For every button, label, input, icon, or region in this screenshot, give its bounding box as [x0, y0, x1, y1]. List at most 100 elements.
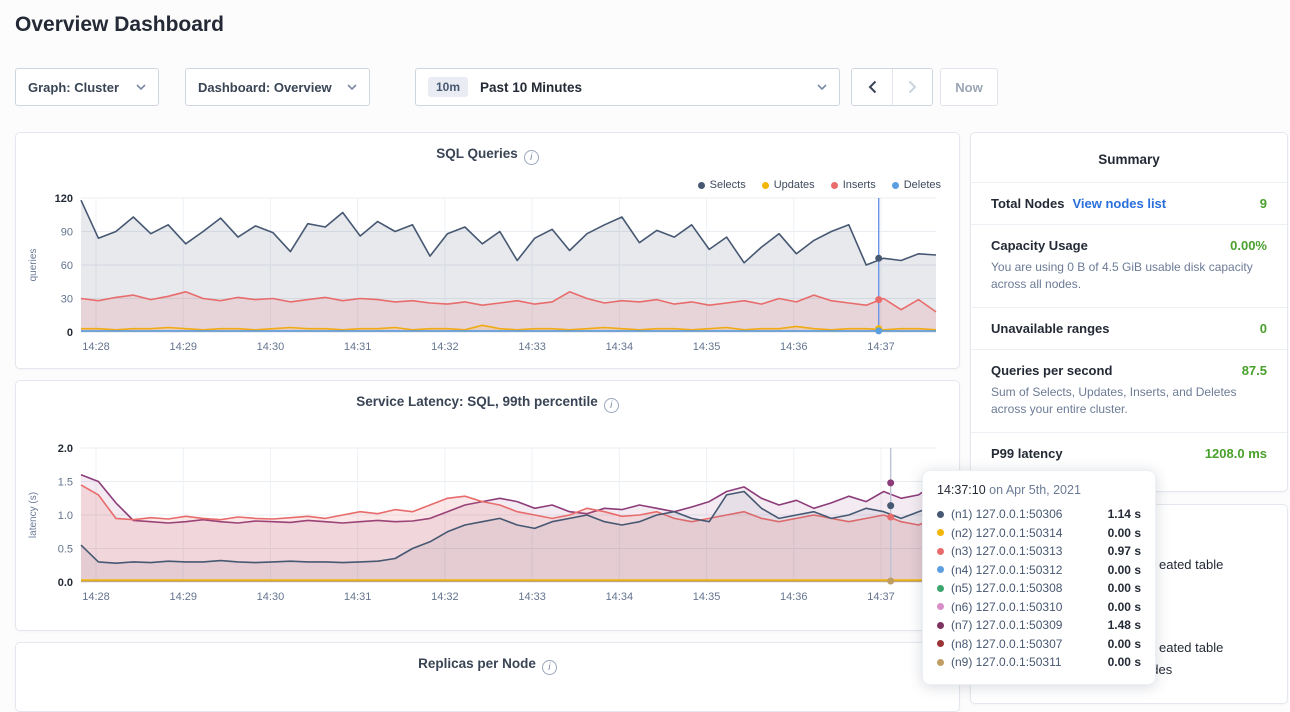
graph-dropdown[interactable]: Graph: Cluster — [15, 68, 159, 106]
node-color-dot-icon — [937, 547, 944, 555]
node-address: (n5) 127.0.0.1:50308 — [951, 581, 1063, 596]
legend-dot-icon — [830, 181, 838, 189]
node-latency-value: 1.48 s — [1107, 618, 1141, 633]
capacity-usage-label: Capacity Usage — [991, 238, 1088, 253]
svg-text:14:35: 14:35 — [693, 341, 721, 353]
svg-text:14:34: 14:34 — [606, 341, 634, 353]
tooltip-time: 14:37:10 — [937, 483, 986, 497]
chart-title-text: Replicas per Node — [418, 656, 536, 671]
node-address: (n2) 127.0.0.1:50314 — [951, 525, 1063, 540]
time-prev-button[interactable] — [852, 69, 892, 105]
unavailable-ranges-label: Unavailable ranges — [991, 320, 1110, 336]
tooltip-header: 14:37:10 on Apr 5th, 2021 — [937, 483, 1141, 497]
tooltip-node-row: (n2) 127.0.0.1:50314 0.00 s — [937, 524, 1141, 543]
info-icon[interactable]: i — [523, 150, 539, 165]
chart-hover-tooltip: 14:37:10 on Apr 5th, 2021 (n1) 127.0.0.1… — [922, 470, 1156, 685]
summary-panel: Summary Total Nodes View nodes list 9 Cap… — [970, 132, 1288, 492]
tooltip-rows: (n1) 127.0.0.1:50306 1.14 s (n2) 127.0.0.1… — [937, 505, 1141, 672]
node-color-dot-icon — [937, 566, 944, 574]
tooltip-node-row: (n3) 127.0.0.1:50313 0.97 s — [937, 542, 1141, 561]
total-nodes-label: Total Nodes — [991, 196, 1065, 211]
node-address: (n6) 127.0.0.1:50310 — [951, 599, 1063, 614]
view-nodes-list-link[interactable]: View nodes list — [1072, 196, 1167, 211]
legend-item[interactable]: Inserts — [830, 179, 876, 191]
summary-row-unavailable-ranges: Unavailable ranges 0 — [971, 306, 1287, 349]
legend-item[interactable]: Updates — [761, 179, 815, 191]
legend-label: Inserts — [842, 179, 876, 191]
node-color-dot-icon — [937, 584, 944, 592]
time-range-picker[interactable]: 10m Past 10 Minutes — [415, 68, 840, 106]
legend-dot-icon — [891, 181, 899, 189]
svg-text:14:29: 14:29 — [169, 341, 197, 353]
svg-text:14:33: 14:33 — [518, 591, 546, 603]
qps-value: 87.5 — [1241, 362, 1267, 378]
summary-row-p99: P99 latency 1208.0 ms — [971, 431, 1287, 474]
sql-queries-panel: SQL Queries i Selects Updates Inserts Delete… — [15, 132, 960, 369]
legend-label: Deletes — [903, 179, 941, 191]
node-latency-value: 0.00 s — [1107, 581, 1141, 596]
node-color-dot-icon — [937, 658, 944, 666]
tooltip-node-row: (n1) 127.0.0.1:50306 1.14 s — [937, 505, 1141, 524]
svg-text:14:30: 14:30 — [257, 341, 285, 353]
time-nav-group — [851, 68, 933, 106]
svg-text:14:37: 14:37 — [867, 341, 895, 353]
chevron-down-icon — [817, 84, 827, 90]
legend-item[interactable]: Selects — [697, 179, 746, 191]
sql-legend: Selects Updates Inserts Deletes — [697, 179, 941, 191]
event-item-text[interactable]: eated table — [1159, 640, 1224, 655]
node-address: (n1) 127.0.0.1:50306 — [951, 507, 1063, 522]
tooltip-node-row: (n8) 127.0.0.1:50307 0.00 s — [937, 635, 1141, 654]
svg-text:14:30: 14:30 — [257, 591, 285, 603]
svg-text:latency (s): latency (s) — [28, 492, 39, 538]
tooltip-date: on Apr 5th, 2021 — [989, 483, 1081, 497]
capacity-usage-value: 0.00% — [1230, 238, 1267, 253]
svg-text:0: 0 — [67, 327, 73, 339]
page-title: Overview Dashboard — [15, 13, 224, 36]
svg-text:queries: queries — [28, 249, 39, 282]
node-latency-value: 0.00 s — [1107, 655, 1141, 670]
legend-dot-icon — [761, 181, 769, 189]
graph-dropdown-label: Graph: Cluster — [28, 79, 120, 95]
svg-text:2.0: 2.0 — [58, 443, 73, 455]
time-range-label: Past 10 Minutes — [480, 79, 583, 95]
sql-queries-plot[interactable]: 14:28 14:29 14:30 14:31 14:32 14:33 14:34 14:35… — [16, 192, 961, 358]
svg-text:14:29: 14:29 — [169, 591, 197, 603]
replicas-per-node-panel: Replicas per Node i — [15, 642, 960, 712]
legend-label: Updates — [773, 179, 815, 191]
now-button[interactable]: Now — [940, 68, 998, 106]
legend-item[interactable]: Deletes — [891, 179, 941, 191]
dashboard-dropdown[interactable]: Dashboard: Overview — [185, 68, 370, 106]
unavailable-ranges-value: 0 — [1259, 320, 1267, 336]
service-latency-plot[interactable]: 14:28 14:29 14:30 14:31 14:32 14:33 14:34 14:35… — [16, 442, 961, 608]
node-address: (n3) 127.0.0.1:50313 — [951, 544, 1063, 559]
node-address: (n4) 127.0.0.1:50312 — [951, 562, 1063, 577]
service-latency-panel: Service Latency: SQL, 99th percentile i 1… — [15, 380, 960, 631]
svg-text:14:36: 14:36 — [780, 591, 808, 603]
info-icon[interactable]: i — [603, 398, 619, 413]
node-color-dot-icon — [937, 640, 944, 648]
svg-text:1.5: 1.5 — [58, 477, 73, 489]
info-icon[interactable]: i — [541, 660, 557, 675]
chart-title: Replicas per Node i — [16, 656, 959, 675]
svg-text:120: 120 — [55, 193, 73, 205]
node-color-dot-icon — [937, 529, 944, 537]
svg-text:14:33: 14:33 — [518, 341, 546, 353]
svg-text:14:32: 14:32 — [431, 341, 459, 353]
tooltip-node-row: (n4) 127.0.0.1:50312 0.00 s — [937, 561, 1141, 580]
capacity-usage-description: You are using 0 B of 4.5 GiB usable disk… — [991, 260, 1253, 292]
node-latency-value: 0.00 s — [1107, 599, 1141, 614]
node-latency-value: 0.00 s — [1107, 636, 1141, 651]
event-item-text[interactable]: eated table — [1159, 557, 1224, 572]
time-next-button[interactable] — [892, 69, 932, 105]
summary-row-capacity: Capacity Usage 0.00% You are using 0 B o… — [971, 224, 1287, 307]
tooltip-node-row: (n9) 127.0.0.1:50311 0.00 s — [937, 653, 1141, 672]
node-color-dot-icon — [937, 621, 944, 629]
svg-text:14:28: 14:28 — [82, 341, 110, 353]
tooltip-node-row: (n7) 127.0.0.1:50309 1.48 s — [937, 616, 1141, 635]
svg-text:14:28: 14:28 — [82, 591, 110, 603]
p99-latency-label: P99 latency — [991, 445, 1063, 461]
chart-title-text: Service Latency: SQL, 99th percentile — [356, 394, 598, 409]
qps-label: Queries per second — [991, 362, 1113, 378]
svg-text:1.0: 1.0 — [58, 510, 73, 522]
node-latency-value: 0.00 s — [1107, 562, 1141, 577]
